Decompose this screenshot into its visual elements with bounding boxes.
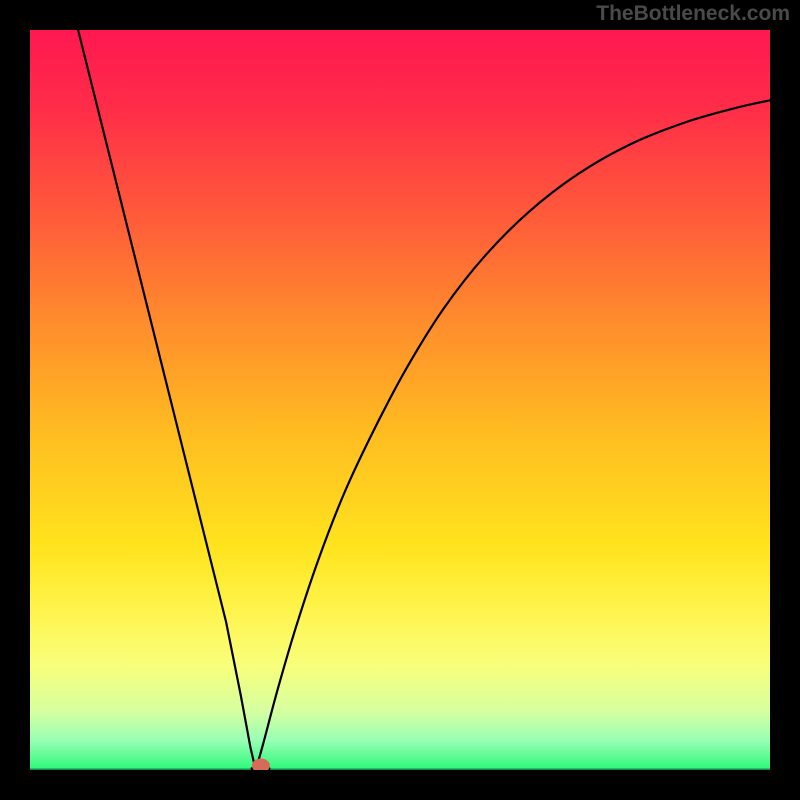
plot-area [30, 30, 770, 770]
gradient-background [30, 30, 770, 770]
chart-frame: TheBottleneck.com [0, 0, 800, 800]
watermark-text: TheBottleneck.com [596, 2, 790, 26]
bottleneck-chart [30, 30, 770, 770]
